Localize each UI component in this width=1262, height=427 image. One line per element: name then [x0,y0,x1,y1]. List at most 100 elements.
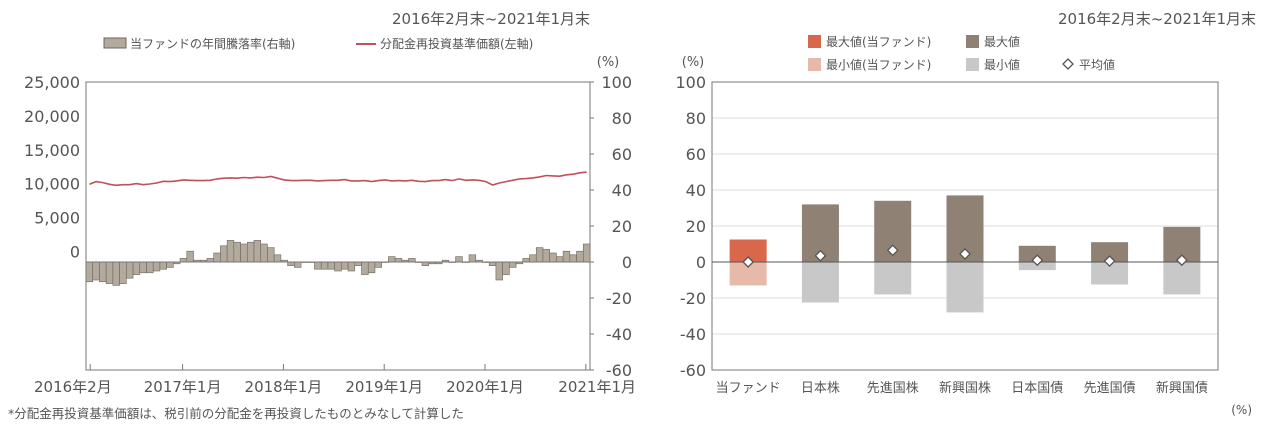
return-bar [367,261,376,274]
right-plot-frame [711,81,1219,371]
return-bar [112,261,120,286]
right-x-unit: (%) [1231,403,1252,417]
return-bar [126,261,134,279]
avg-marker [1031,254,1044,267]
x-axis-tick-label: 2020年1月 [446,378,524,396]
legend-fund-max-label: 最大値(当ファンド) [826,34,931,49]
return-bar [159,261,167,270]
return-bar [320,261,329,270]
left-axis-tick-label: 15,000 [24,141,80,160]
right-axis-tick-label: 40 [612,181,632,200]
legend-min-label: 最小値 [984,57,1020,72]
right-y-tick-label: -40 [680,325,706,344]
category-label: 当ファンド [716,381,781,396]
return-bar [522,258,530,263]
right-axis-tick-label: -40 [606,325,632,344]
return-bar [495,261,503,281]
legend-bar-swatch [103,37,127,49]
right-chart: 2016年2月末~2021年1月末 最大値(当ファンド) 最大値 最小値(当ファ… [675,10,1256,417]
legend-avg-label: 平均値 [1079,57,1115,72]
return-bar [226,240,235,263]
right-axis-tick-label: 80 [612,109,632,128]
return-bar [549,252,557,263]
return-bar [347,261,356,272]
left-axis-tick-label: 10,000 [24,175,80,194]
min-bar [946,262,984,313]
return-bar [287,261,295,266]
legend-min-swatch [966,58,979,71]
min-bar [874,262,912,295]
right-axis-ticks: 100 80 60 40 20 0 -20 -40 -60 [590,73,632,380]
left-legend: 当ファンドの年間騰落率(右軸) 分配金再投資基準価額(左軸) [103,36,533,51]
left-axis-tick-label: 5,000 [34,209,80,228]
return-bar [186,250,194,263]
return-bar [132,261,141,275]
return-bar [139,261,147,274]
right-axis-tick-label: 20 [612,217,632,236]
legend-max-label: 最大値 [984,34,1020,49]
return-bar [394,258,403,263]
max-bar [729,239,767,262]
max-bar [1018,245,1056,262]
category-labels: 当ファンド 日本株 先進国株 新興国株 日本国債 先進国債 新興国債 [716,380,1208,396]
return-bar [99,261,107,283]
return-bar [354,261,362,266]
return-bar [327,261,335,270]
x-axis-tick-label: 2016年2月 [34,378,112,396]
right-axis-tick-label: 60 [612,145,632,164]
return-bar [535,247,544,263]
category-label: 日本国債 [1011,381,1063,396]
category-label: 先進国株 [867,381,919,396]
return-bar [105,261,114,284]
min-bar [729,262,767,286]
return-bar [341,261,349,270]
return-bar [488,261,497,266]
return-bar [146,261,154,274]
return-bar [246,241,255,263]
avg-marker [959,247,971,260]
legend-bar-label: 当ファンドの年間騰落率(右軸) [130,36,295,51]
return-bar [253,240,262,263]
left-plot-frame [85,81,591,371]
right-y-tick-label: 40 [686,181,706,200]
right-y-tick-label: 60 [686,145,706,164]
right-axis-tick-label: -60 [606,361,632,380]
right-axis-tick-label: -20 [606,289,632,308]
legend-avg-marker [1062,58,1074,70]
return-bar [166,261,174,268]
return-bar [374,261,382,268]
avg-marker [742,256,755,268]
x-axis-tick-label: 2019年1月 [345,378,423,396]
x-axis-ticks: 2016年2月 2017年1月 2018年1月 2019年1月 2020年1月 2021年… [34,364,636,396]
return-bar [179,258,188,263]
return-bar [314,261,322,270]
return-bar [273,254,282,263]
category-label: 先進国債 [1084,381,1136,396]
return-bar [206,258,214,263]
avg-marker [1103,255,1116,268]
right-axis-unit: (%) [597,55,620,70]
category-label: 日本株 [801,381,840,396]
right-y-ticks: 100 80 60 40 20 0 -20 -40 -60 [675,73,706,380]
return-bar [294,261,302,268]
return-bar [361,261,369,275]
right-axis-tick-label: 100 [601,73,632,92]
right-period-label: 2016年2月末~2021年1月末 [1058,10,1256,28]
x-axis-tick-label: 2018年1月 [245,378,323,396]
return-bar [233,241,241,263]
return-bar [240,243,248,263]
avg-marker [1175,254,1188,267]
return-bar [421,261,430,266]
right-y-tick-label: -60 [680,361,706,380]
right-y-tick-label: -20 [680,289,706,308]
left-chart: 2016年2月末~2021年1月末 当ファンドの年間騰落率(右軸) 分配金再投資… [8,10,636,421]
return-bar [119,261,127,284]
return-bar [260,243,268,263]
return-bar [468,254,477,263]
return-bar [582,243,591,263]
right-legend: 最大値(当ファンド) 最大値 最小値(当ファンド) 最小値 平均値 [808,34,1115,72]
left-period-label: 2016年2月末~2021年1月末 [392,10,590,28]
return-bar [455,256,463,263]
category-label: 新興国債 [1156,380,1208,396]
left-footnote: *分配金再投資基準価額は、税引前の分配金を再投資したものとみなして計算した [8,406,464,421]
